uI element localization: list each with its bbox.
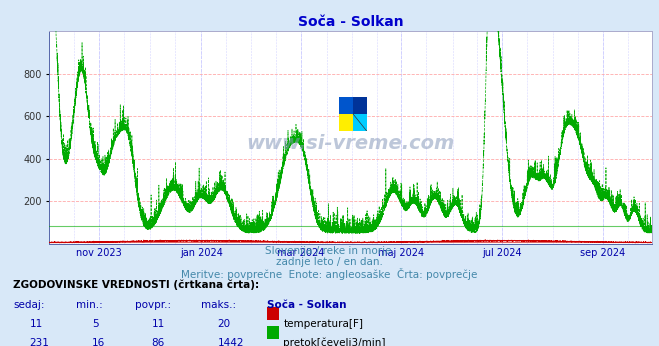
Text: www.si-vreme.com: www.si-vreme.com: [246, 134, 455, 153]
Text: 231: 231: [30, 338, 49, 346]
Text: pretok[čevelj3/min]: pretok[čevelj3/min]: [283, 338, 386, 346]
Text: temperatura[F]: temperatura[F]: [283, 319, 363, 329]
Polygon shape: [339, 97, 353, 114]
Text: sedaj:: sedaj:: [13, 300, 45, 310]
Text: 20: 20: [217, 319, 231, 329]
Text: 86: 86: [152, 338, 165, 346]
Text: povpr.:: povpr.:: [135, 300, 171, 310]
Text: ZGODOVINSKE VREDNOSTI (črtkana črta):: ZGODOVINSKE VREDNOSTI (črtkana črta):: [13, 280, 259, 290]
Text: 11: 11: [30, 319, 43, 329]
Polygon shape: [353, 97, 367, 114]
Title: Soča - Solkan: Soča - Solkan: [298, 15, 404, 29]
Text: 1442: 1442: [217, 338, 244, 346]
Text: Slovenija / reke in morje.: Slovenija / reke in morje.: [264, 246, 395, 256]
Text: 16: 16: [92, 338, 105, 346]
Text: 11: 11: [152, 319, 165, 329]
Polygon shape: [339, 114, 353, 131]
Text: Soča - Solkan: Soča - Solkan: [267, 300, 347, 310]
Text: zadnje leto / en dan.: zadnje leto / en dan.: [276, 257, 383, 267]
Text: Meritve: povprečne  Enote: angleosaške  Črta: povprečje: Meritve: povprečne Enote: angleosaške Čr…: [181, 268, 478, 280]
Text: min.:: min.:: [76, 300, 103, 310]
Polygon shape: [353, 114, 367, 131]
Text: 5: 5: [92, 319, 99, 329]
Text: maks.:: maks.:: [201, 300, 236, 310]
